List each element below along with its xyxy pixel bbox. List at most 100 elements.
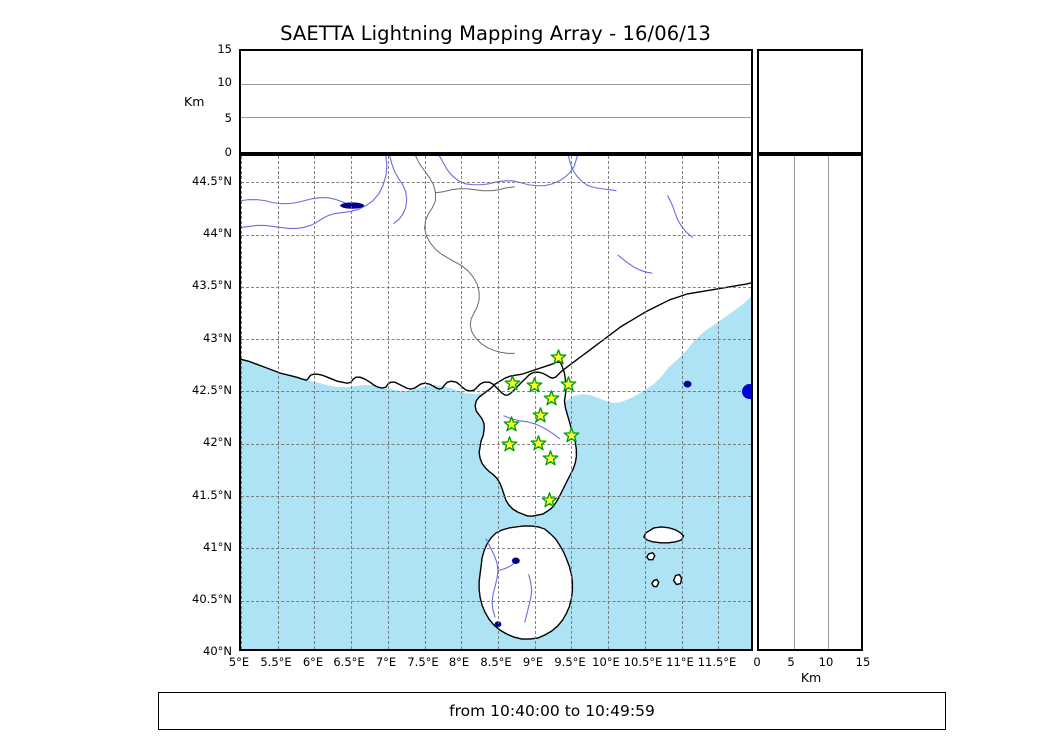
page-title: SAETTA Lightning Mapping Array - 16/06/1… — [280, 22, 711, 45]
landmass-europe — [241, 156, 751, 408]
gridline-alt-5 — [241, 117, 751, 118]
tick-lon-5: 5°E — [228, 655, 250, 669]
tick-lat-40: 40°N — [203, 644, 232, 658]
grid-lat-44p5 — [241, 182, 751, 184]
tick-km-0: 0 — [753, 655, 761, 669]
border-it-ch — [435, 186, 515, 194]
lma-station-marker[interactable] — [542, 450, 559, 467]
tick-lat-42p5: 42.5°N — [192, 383, 232, 397]
lma-station-marker[interactable] — [503, 416, 520, 433]
coastline-elba — [643, 526, 685, 544]
altitude-latitude-panel[interactable] — [757, 154, 863, 651]
grid-lat-41p5 — [241, 496, 751, 497]
tick-lon-11: 11°E — [666, 655, 694, 669]
grid-lat-42p5 — [241, 391, 751, 393]
map-panel[interactable] — [239, 154, 753, 651]
grid-km-5 — [793, 156, 795, 649]
grid-lon-10 — [608, 156, 610, 649]
lma-station-marker[interactable] — [532, 407, 549, 424]
lma-station-marker[interactable] — [526, 376, 543, 394]
grid-lon-11 — [681, 156, 683, 649]
tick-alt-15: 15 — [217, 42, 232, 56]
river-sardinia-2 — [497, 561, 517, 572]
tick-lon-5p5: 5.5°E — [260, 655, 292, 669]
grid-lat-44 — [241, 234, 751, 236]
lma-station-marker[interactable] — [501, 436, 518, 453]
lake-group — [340, 202, 692, 628]
grid-lat-40p5 — [241, 600, 751, 602]
coastline-sardinia — [478, 525, 574, 640]
time-range-text: from 10:40:00 to 10:49:59 — [449, 702, 655, 720]
tick-lon-7: 7°E — [375, 655, 397, 669]
grid-lat-41 — [241, 548, 751, 550]
tick-lon-9p5: 9.5°E — [554, 655, 586, 669]
lma-station-marker[interactable] — [560, 375, 577, 393]
tick-lat-40p5: 40.5°N — [192, 592, 232, 606]
river-po — [438, 156, 578, 187]
lake-trasimeno — [683, 380, 692, 388]
axis-label-km-vertical: Km — [184, 94, 205, 109]
tick-km-5: 5 — [787, 655, 795, 669]
lma-station-marker[interactable] — [504, 374, 521, 392]
river-var — [389, 156, 408, 224]
blue-marker[interactable] — [742, 383, 751, 399]
grid-lon-5p5 — [277, 156, 279, 649]
landmass-sardinia — [479, 525, 573, 639]
river-tiber — [667, 195, 694, 238]
gridline-alt-10 — [241, 84, 751, 85]
tick-km-10: 10 — [818, 655, 834, 669]
lma-station-marker[interactable] — [563, 427, 580, 444]
altitude-longitude-panel[interactable] — [239, 49, 753, 154]
river-group — [241, 156, 694, 623]
tick-lon-7p5: 7.5°E — [407, 655, 439, 669]
tick-lon-10p5: 10.5°E — [623, 655, 663, 669]
lma-station-marker[interactable] — [550, 349, 567, 366]
tick-lon-8: 8°E — [448, 655, 470, 669]
grid-lon-6p5 — [351, 156, 353, 649]
grid-lat-43 — [241, 339, 751, 341]
grid-km-10 — [828, 156, 829, 649]
grid-lon-7 — [387, 156, 389, 649]
lma-station-marker[interactable] — [530, 435, 547, 452]
tick-lat-44: 44°N — [203, 226, 232, 240]
grid-lon-10p5 — [644, 156, 646, 649]
tick-lat-41: 41°N — [203, 540, 232, 554]
lma-station-marker[interactable] — [543, 390, 560, 407]
tick-lon-9: 9°E — [522, 655, 544, 669]
grid-lon-7p5 — [424, 156, 426, 649]
tick-alt-5: 5 — [224, 111, 232, 125]
tick-lat-44p5: 44.5°N — [192, 174, 232, 188]
grid-lon-9p5 — [571, 156, 573, 649]
river-sardinia-1 — [485, 538, 499, 618]
tick-alt-0: 0 — [224, 145, 232, 159]
altitude-corner-panel[interactable] — [757, 49, 863, 154]
grid-lat-43p5 — [241, 286, 751, 288]
lake-sardinia-b — [494, 621, 502, 628]
lake-sardinia-a — [511, 557, 520, 564]
tick-lat-43: 43°N — [203, 331, 232, 345]
tick-lon-6: 6°E — [302, 655, 324, 669]
axis-label-km-horizontal: Km — [800, 670, 822, 685]
coastline-giglio — [672, 573, 683, 586]
river-sardinia-3 — [524, 574, 533, 623]
tick-lon-6p5: 6.5°E — [333, 655, 365, 669]
grid-lon-11p5 — [718, 156, 720, 649]
tick-km-15: 15 — [855, 655, 871, 669]
tick-lon-8p5: 8.5°E — [480, 655, 512, 669]
geography-layer — [241, 156, 751, 640]
river-durance — [241, 197, 351, 207]
grid-lon-8p5 — [498, 156, 499, 649]
grid-lon-8 — [461, 156, 463, 649]
tick-lat-42: 42°N — [203, 435, 232, 449]
lma-station-marker[interactable] — [541, 491, 558, 509]
tick-lon-10: 10°E — [592, 655, 620, 669]
grid-lon-6 — [314, 156, 316, 649]
grid-lon-5 — [241, 156, 243, 649]
time-range-caption: from 10:40:00 to 10:49:59 — [158, 692, 946, 730]
tick-lat-41p5: 41.5°N — [192, 488, 232, 502]
landmass-elba — [643, 526, 684, 543]
lake-geneva — [340, 202, 365, 209]
coastline-europe — [241, 282, 751, 396]
coastline-capraia — [646, 552, 656, 561]
